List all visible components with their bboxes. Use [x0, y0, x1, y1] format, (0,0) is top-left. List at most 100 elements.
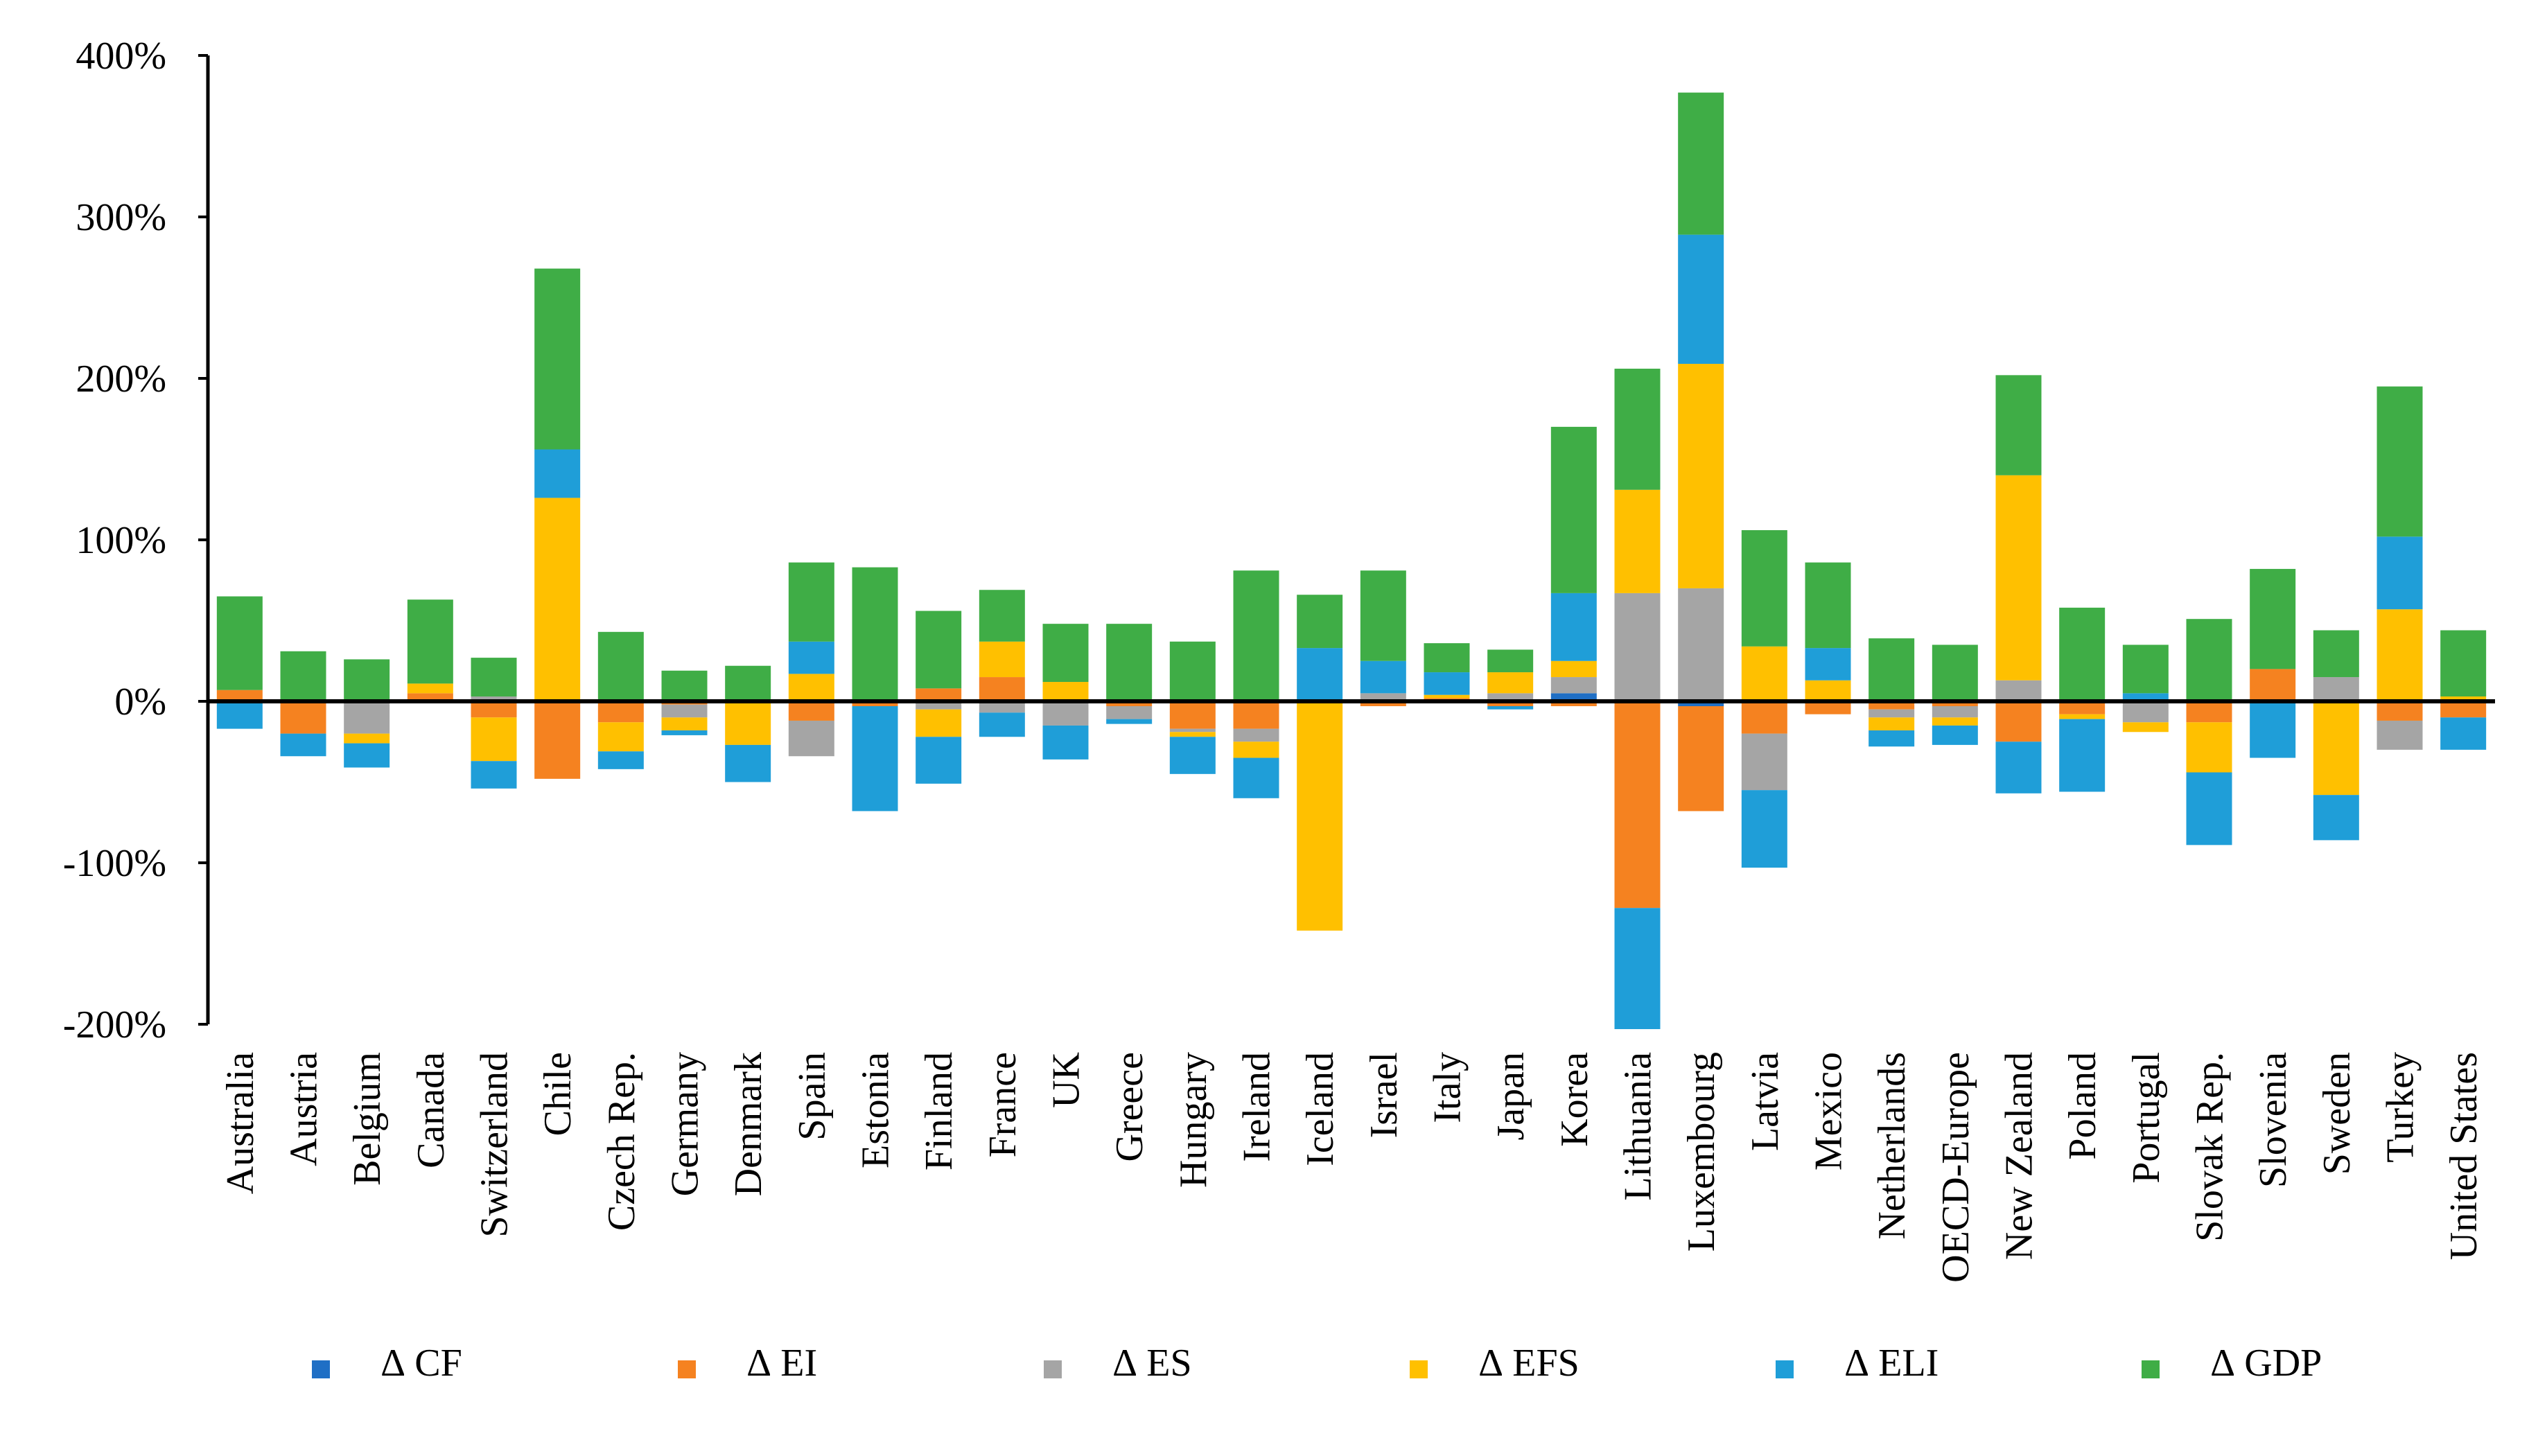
bar-segment-korea-eli: [1551, 593, 1597, 661]
bar-segment-australia-gdp: [217, 597, 263, 690]
bar-segment-mexico-efs: [1805, 681, 1851, 701]
legend-label-cf: ∆ CF: [381, 1342, 462, 1385]
x-category-label-israel: Israel: [1363, 1052, 1406, 1138]
bar-segment-hungary-eli: [1170, 737, 1216, 774]
bar-segment-finland-gdp: [916, 611, 961, 689]
legend-label-es: ∆ ES: [1113, 1342, 1192, 1385]
bar-segment-greece-eli: [1106, 719, 1152, 724]
bar-segment-sweden-gdp: [2313, 630, 2359, 677]
bar-segment-spain-eli: [789, 642, 834, 674]
bar-segment-new-zealand-ei: [1996, 701, 2042, 742]
bar-segment-austria-eli: [281, 734, 326, 757]
bar-segment-turkey-eli: [2377, 536, 2423, 609]
bar-segment-new-zealand-es: [1996, 681, 2042, 701]
bar-segment-oecd-europe-efs: [1932, 717, 1978, 726]
bar-segment-estonia-eli: [852, 706, 898, 811]
bar-segment-latvia-ei: [1742, 701, 1787, 734]
bar-segment-belgium-eli: [344, 744, 390, 768]
bar-segment-denmark-efs: [725, 701, 771, 745]
x-category-label-oecd-europe: OECD-Europe: [1934, 1052, 1977, 1283]
bar-segment-korea-es: [1551, 677, 1597, 693]
x-category-label-poland: Poland: [2061, 1052, 2104, 1160]
bar-segment-israel-gdp: [1360, 570, 1406, 660]
legend-swatch-gdp: [2142, 1360, 2160, 1378]
x-category-label-belgium: Belgium: [346, 1052, 389, 1186]
bar-segment-latvia-gdp: [1742, 530, 1787, 647]
bar-segment-new-zealand-gdp: [1996, 375, 2042, 475]
x-category-label-italy: Italy: [1426, 1052, 1469, 1123]
legend-label-efs: ∆ EFS: [1479, 1342, 1579, 1385]
x-category-label-denmark: Denmark: [727, 1052, 770, 1196]
bar-segment-turkey-es: [2377, 721, 2423, 750]
bar-segment-czech-rep-efs: [598, 722, 644, 751]
x-category-label-austria: Austria: [283, 1052, 326, 1166]
bar-segment-spain-es: [789, 721, 834, 756]
x-category-label-australia: Australia: [219, 1052, 262, 1194]
bar-segment-uk-es: [1043, 701, 1089, 726]
bar-segment-portugal-gdp: [2123, 644, 2169, 693]
bar-segment-ireland-ei: [1234, 701, 1279, 729]
bar-segment-germany-efs: [662, 717, 708, 730]
bar-segment-luxembourg-efs: [1678, 364, 1724, 588]
x-category-label-mexico: Mexico: [1808, 1052, 1850, 1170]
bar-segment-australia-eli: [217, 701, 263, 729]
x-category-label-turkey: Turkey: [2379, 1052, 2422, 1163]
x-category-label-japan: Japan: [1489, 1052, 1532, 1141]
bar-segment-iceland-eli: [1297, 648, 1342, 701]
bar-segment-sweden-es: [2313, 677, 2359, 701]
bar-segment-france-ei: [979, 677, 1025, 701]
bar-segment-ireland-eli: [1234, 758, 1279, 798]
bar-segment-germany-gdp: [662, 671, 708, 701]
legend-swatch-cf: [312, 1360, 330, 1378]
bar-segment-spain-ei: [789, 701, 834, 721]
bar-segment-chile-eli: [534, 450, 580, 498]
bar-segment-lithuania-gdp: [1615, 369, 1661, 490]
bar-segment-united-states-eli: [2440, 717, 2486, 750]
bar-segment-latvia-es: [1742, 734, 1787, 791]
bar-segment-poland-eli: [2059, 719, 2105, 792]
x-category-label-sweden: Sweden: [2316, 1052, 2358, 1175]
y-tick-label: 200%: [76, 358, 166, 401]
bar-segment-denmark-eli: [725, 745, 771, 782]
bar-segment-sweden-efs: [2313, 701, 2359, 795]
bar-segment-france-gdp: [979, 590, 1025, 642]
bar-segment-slovenia-gdp: [2250, 569, 2295, 669]
bar-segment-greece-gdp: [1106, 624, 1152, 701]
legend-swatch-ei: [678, 1360, 696, 1378]
bar-segment-canada-efs: [408, 683, 453, 693]
bar-segment-ireland-gdp: [1234, 570, 1279, 701]
bar-segment-slovak-rep-ei: [2187, 701, 2232, 722]
x-category-label-greece: Greece: [1108, 1052, 1151, 1162]
bar-segment-chile-efs: [534, 498, 580, 701]
x-category-label-netherlands: Netherlands: [1871, 1052, 1914, 1240]
bar-segment-uk-gdp: [1043, 624, 1089, 682]
x-category-label-germany: Germany: [664, 1052, 707, 1196]
bar-segment-slovenia-ei: [2250, 669, 2295, 701]
bar-segment-switzerland-gdp: [471, 658, 517, 696]
stacked-bar-chart: -200%-100%0%100%200%300%400% Australia Au…: [0, 0, 2538, 1456]
x-category-label-slovak-rep: Slovak Rep.: [2189, 1052, 2232, 1242]
bar-segment-spain-gdp: [789, 563, 834, 642]
bar-segment-japan-eli: [1487, 706, 1533, 710]
bar-segment-lithuania-efs: [1615, 490, 1661, 593]
bar-segment-turkey-gdp: [2377, 387, 2423, 537]
legend-label-ei: ∆ EI: [747, 1342, 817, 1385]
bar-segment-turkey-ei: [2377, 701, 2423, 721]
bar-segment-belgium-gdp: [344, 659, 390, 701]
x-category-label-spain: Spain: [791, 1052, 834, 1141]
bar-segment-italy-eli: [1424, 672, 1470, 695]
x-category-label-luxembourg: Luxembourg: [1680, 1052, 1723, 1252]
bar-segment-finland-eli: [916, 737, 961, 784]
bar-segment-switzerland-eli: [471, 761, 517, 789]
bar-segment-netherlands-es: [1869, 710, 1914, 718]
x-category-label-iceland: Iceland: [1299, 1052, 1342, 1166]
bar-segment-czech-rep-ei: [598, 701, 644, 722]
bar-segment-korea-gdp: [1551, 427, 1597, 593]
bar-segment-portugal-efs: [2123, 722, 2169, 732]
x-category-label-slovenia: Slovenia: [2252, 1052, 2295, 1188]
bar-segment-hungary-ei: [1170, 701, 1216, 729]
bar-segment-lithuania-eli: [1615, 908, 1661, 1029]
x-category-label-czech-rep: Czech Rep.: [600, 1052, 643, 1231]
bar-segment-japan-efs: [1487, 672, 1533, 693]
bar-segment-japan-gdp: [1487, 649, 1533, 672]
